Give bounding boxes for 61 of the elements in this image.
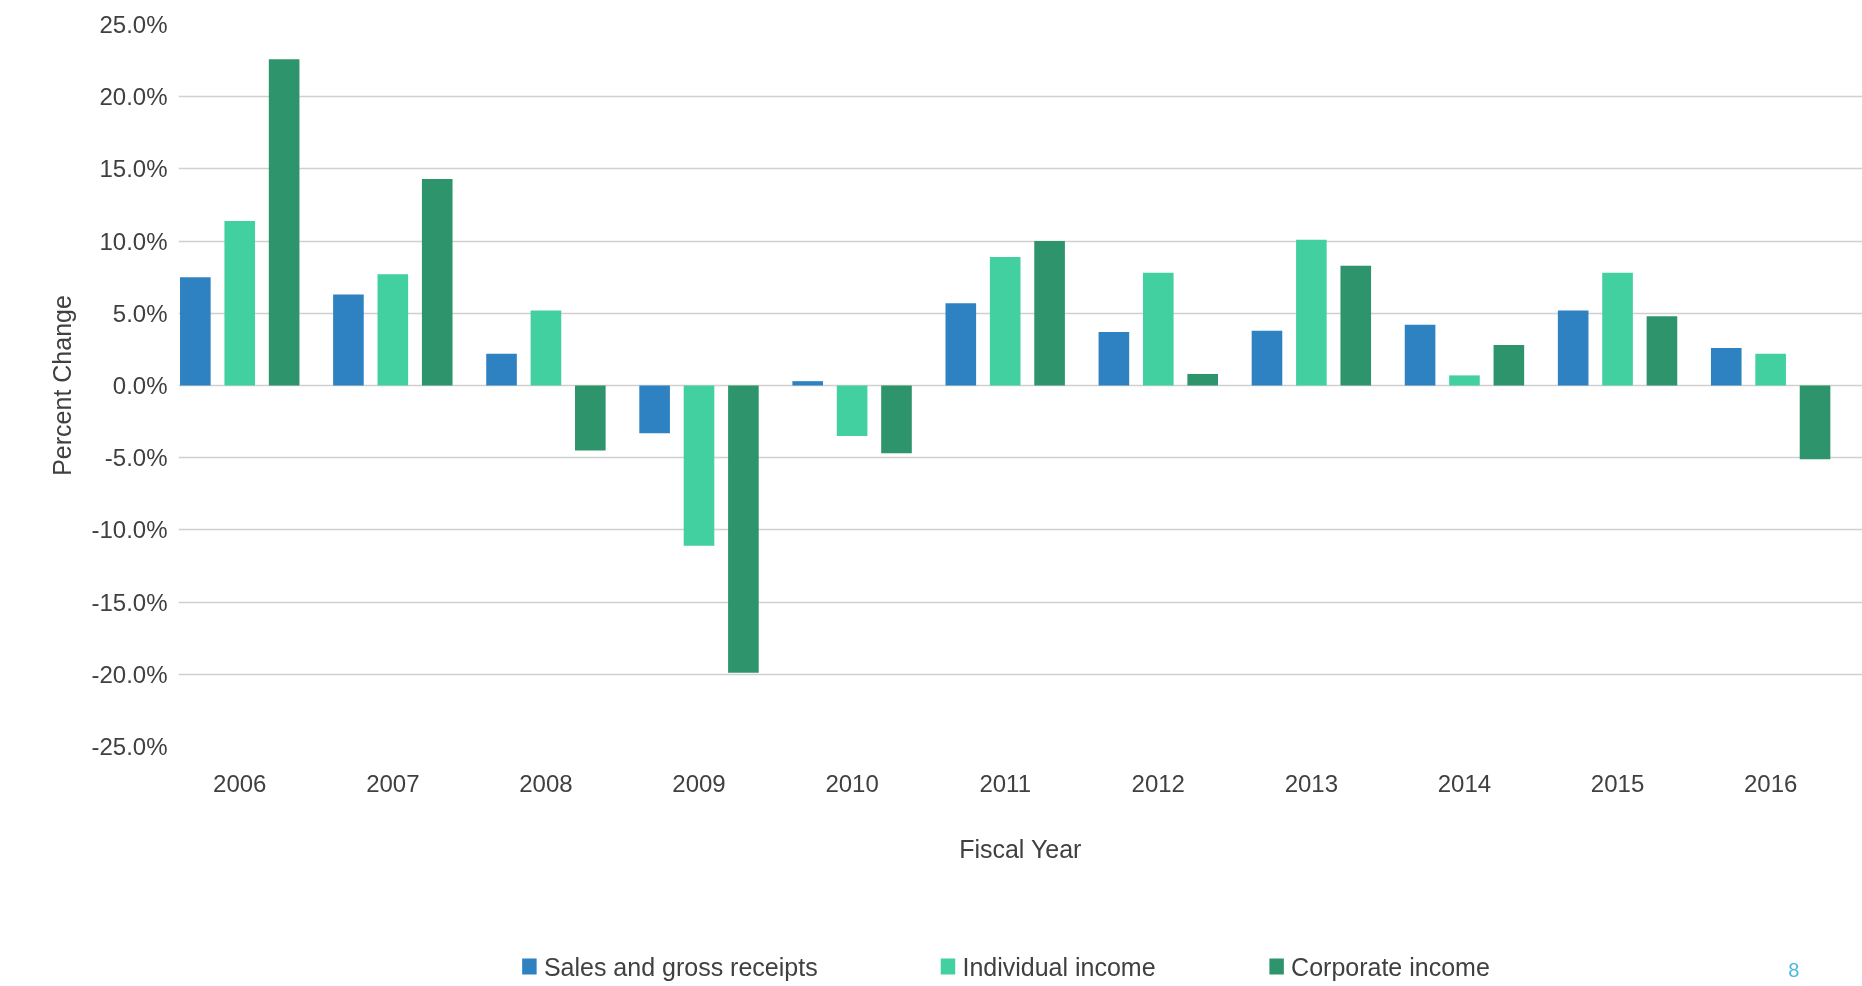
legend-label: Sales and gross receipts [543, 952, 818, 981]
y-tick-label: 15.0% [99, 155, 168, 183]
y-tick-label: 20.0% [99, 83, 168, 111]
x-tick-label: 2009 [672, 769, 726, 797]
bar [683, 385, 715, 546]
bar [1557, 310, 1589, 386]
x-tick-label: 2006 [213, 769, 267, 797]
y-tick-label: -5.0% [104, 444, 168, 472]
bar [1034, 241, 1065, 386]
x-tick-label: 2012 [1131, 769, 1185, 797]
bar [1602, 272, 1633, 386]
bar [881, 385, 912, 454]
bar [836, 385, 868, 437]
bar [377, 274, 409, 386]
x-axis-title: Fiscal Year [959, 834, 1082, 863]
bar [224, 220, 256, 386]
bar [1404, 324, 1436, 386]
x-tick-label: 2015 [1590, 769, 1645, 797]
bar [728, 385, 759, 673]
bar [575, 385, 606, 451]
legend-label: Individual income [962, 952, 1156, 981]
y-tick-label: -20.0% [91, 660, 168, 688]
bar [1187, 373, 1218, 386]
bar [1646, 316, 1678, 386]
bar [333, 294, 364, 386]
bar [421, 179, 453, 386]
bar [792, 381, 824, 386]
bar [1493, 345, 1525, 386]
x-tick-label: 2007 [366, 769, 420, 797]
y-tick-label: 0.0% [112, 372, 168, 399]
y-tick-label: -15.0% [91, 588, 168, 616]
bar [1449, 375, 1480, 386]
bar [1799, 385, 1831, 460]
bar [1251, 330, 1283, 386]
y-tick-label: -25.0% [91, 733, 168, 760]
legend-label: Corporate income [1291, 952, 1490, 981]
y-tick-label: 25.0% [99, 11, 168, 38]
bar [639, 385, 670, 434]
y-tick-label: 5.0% [112, 299, 168, 327]
bar [1755, 353, 1786, 386]
x-tick-label: 2016 [1743, 769, 1798, 797]
bar [268, 59, 300, 386]
bar [530, 310, 562, 386]
text: 8 [1788, 958, 1800, 981]
bar [945, 303, 977, 386]
bar [486, 353, 517, 386]
x-tick-label: 2010 [825, 769, 879, 797]
bar [989, 256, 1021, 386]
bar [1296, 239, 1327, 386]
x-tick-label: 2008 [519, 769, 573, 797]
x-tick-label: 2011 [979, 769, 1031, 797]
bar [1098, 332, 1130, 386]
bar [1340, 265, 1372, 386]
y-tick-label: 10.0% [99, 227, 168, 255]
y-axis-title: Percent Change [48, 295, 77, 476]
x-tick-label: 2013 [1284, 769, 1339, 797]
bar [1710, 347, 1742, 386]
x-tick-label: 2014 [1437, 769, 1492, 797]
y-tick-label: -10.0% [91, 516, 168, 544]
bar [180, 277, 211, 386]
bar [1142, 272, 1174, 386]
